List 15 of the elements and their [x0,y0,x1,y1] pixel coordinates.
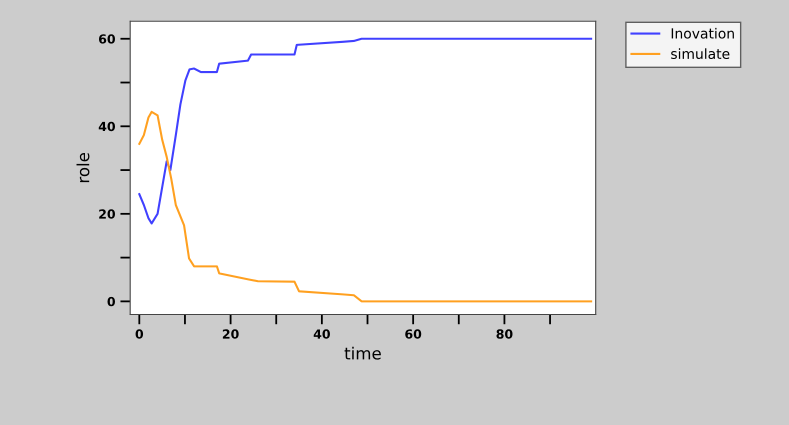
y-tick-label: 20 [99,209,116,219]
y-tick-label: 0 [108,296,116,306]
x-tick-label: 0 [136,329,144,339]
x-tick-label: 80 [496,329,513,339]
line-series [138,38,592,225]
x-axis-title: time [344,346,381,360]
y-tick-label: 40 [98,122,116,132]
x-tick-label: 60 [405,329,422,339]
line-series [138,110,592,302]
legend-label: Inovation [672,28,734,39]
x-tick-label: 40 [314,329,330,339]
x-tick-label: 20 [222,329,239,339]
legend-label: simulate [671,48,730,60]
y-axis-title: role [76,152,90,182]
y-tick-label: 60 [98,34,116,44]
